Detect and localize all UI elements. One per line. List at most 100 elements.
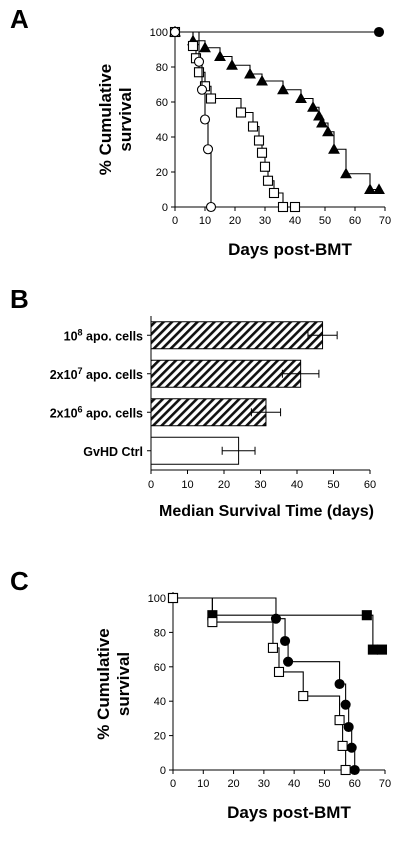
bar xyxy=(150,398,267,427)
x-tick-label: 60 xyxy=(349,215,361,227)
survival-curve-c-2 xyxy=(173,597,356,770)
y-axis-label-line-1: % Cumulative xyxy=(96,64,115,175)
category-label-suffix: apo. cells xyxy=(83,406,143,420)
category-label-base: GvHD Ctrl xyxy=(83,445,143,459)
filled-circle-point xyxy=(283,656,294,667)
x-tick-label: 10 xyxy=(199,215,211,227)
open-square-point xyxy=(207,617,218,628)
filled-circle-point xyxy=(349,764,360,776)
y-axis-label-line-1: % Cumulative xyxy=(94,628,113,739)
open-square-point xyxy=(337,740,348,751)
filled-triangle-point xyxy=(313,109,325,121)
y-axis-label-line-2: survival xyxy=(114,652,133,716)
x-axis-label: Days post-BMT xyxy=(228,240,352,259)
panel-b-letter: B xyxy=(10,284,29,314)
bar xyxy=(150,321,324,350)
category-label: 108 apo. cells xyxy=(64,327,143,343)
filled-triangle-point xyxy=(256,74,268,86)
y-tick-label: 100 xyxy=(150,27,168,39)
open-square-point xyxy=(256,147,268,158)
panel-c-letter: C xyxy=(10,566,29,596)
filled-triangle-point xyxy=(364,183,376,195)
x-tick-label: 40 xyxy=(289,215,301,227)
filled-triangle-point xyxy=(340,167,352,179)
survival-curve-c-3 xyxy=(173,597,347,770)
open-square-point xyxy=(334,715,345,726)
x-tick-label: 20 xyxy=(227,778,239,790)
open-square-point xyxy=(273,666,285,678)
filled-circle-point xyxy=(280,635,291,647)
y-tick-label: 0 xyxy=(162,202,168,214)
open-square-point xyxy=(235,107,247,118)
category-label-exponent: 6 xyxy=(78,404,83,414)
open-square-point xyxy=(267,642,278,653)
open-square-point xyxy=(193,67,205,78)
y-tick-label: 60 xyxy=(154,662,166,674)
x-tick-label: 50 xyxy=(318,778,330,790)
survival-curve-c-1 xyxy=(173,597,382,651)
filled-triangle-point xyxy=(244,67,256,79)
y-tick-label: 0 xyxy=(160,765,166,777)
category-label-suffix: apo. cells xyxy=(83,368,143,382)
filled-triangle-point xyxy=(277,83,289,95)
x-axis-label: Median Survival Time (days) xyxy=(159,503,374,520)
filled-circle-point xyxy=(270,613,282,624)
panel-a-letter: A xyxy=(10,4,29,34)
open-circle-point xyxy=(202,144,214,155)
category-label-base: 2x10 xyxy=(50,368,78,382)
category-label: GvHD Ctrl xyxy=(83,445,143,459)
category-label: 2x107 apo. cells xyxy=(50,366,143,382)
x-tick-label: 60 xyxy=(364,479,376,491)
open-square-point xyxy=(259,161,271,172)
y-tick-label: 20 xyxy=(154,731,166,743)
open-square-point xyxy=(277,201,289,213)
filled-triangle-point xyxy=(316,116,328,128)
survival-chart-c: 0 20 40 60 80 100 0 10 20 30 40 50 60 70 Days post-BMT… xyxy=(94,592,391,822)
filled-circle-point xyxy=(340,699,351,710)
filled-square-point xyxy=(367,644,378,655)
y-tick-label: 40 xyxy=(156,132,168,144)
y-tick-label: 80 xyxy=(154,627,166,639)
category-label-exponent: 7 xyxy=(78,366,83,376)
open-square-point xyxy=(167,592,179,604)
y-axis-label: % Cumulativesurvival xyxy=(94,628,133,739)
x-tick-label: 0 xyxy=(148,479,154,491)
open-circle-point xyxy=(169,26,181,38)
x-tick-label: 70 xyxy=(379,778,391,790)
survival-curve-a-2 xyxy=(175,31,379,191)
x-tick-label: 20 xyxy=(218,479,230,491)
open-circle-point xyxy=(205,201,217,213)
open-square-point xyxy=(289,201,301,213)
x-tick-label: 30 xyxy=(254,479,266,491)
x-axis-label: Days post-BMT xyxy=(227,803,351,822)
open-square-point xyxy=(187,40,199,52)
category-label-base: 2x10 xyxy=(50,406,78,420)
x-tick-label: 20 xyxy=(229,215,241,227)
category-label-base: 10 xyxy=(64,329,78,343)
filled-square-point xyxy=(361,610,372,621)
y-axis-label-line-2: survival xyxy=(116,87,135,151)
x-tick-label: 40 xyxy=(288,778,300,790)
filled-circle-point xyxy=(346,742,357,753)
y-tick-label: 60 xyxy=(156,97,168,109)
y-tick-label: 40 xyxy=(154,696,166,708)
category-label: 2x106 apo. cells xyxy=(50,404,143,420)
filled-triangle-point xyxy=(322,125,334,137)
open-circle-point xyxy=(193,56,205,67)
x-tick-label: 50 xyxy=(327,479,339,491)
x-tick-label: 30 xyxy=(258,778,270,790)
open-square-point xyxy=(268,187,280,199)
x-tick-label: 0 xyxy=(172,215,178,227)
category-label-exponent: 8 xyxy=(78,327,83,337)
filled-circle-point xyxy=(334,678,345,690)
open-circle-point xyxy=(199,114,211,125)
survival-chart-a: 0 20 40 60 80 100 0 10 20 30 40 50 60 70 Days post-BMT… xyxy=(96,25,391,259)
open-square-point xyxy=(262,175,274,186)
x-tick-label: 50 xyxy=(319,215,331,227)
open-square-point xyxy=(247,121,259,132)
filled-circle-point xyxy=(343,721,354,733)
x-tick-label: 40 xyxy=(291,479,303,491)
x-tick-label: 70 xyxy=(379,215,391,227)
